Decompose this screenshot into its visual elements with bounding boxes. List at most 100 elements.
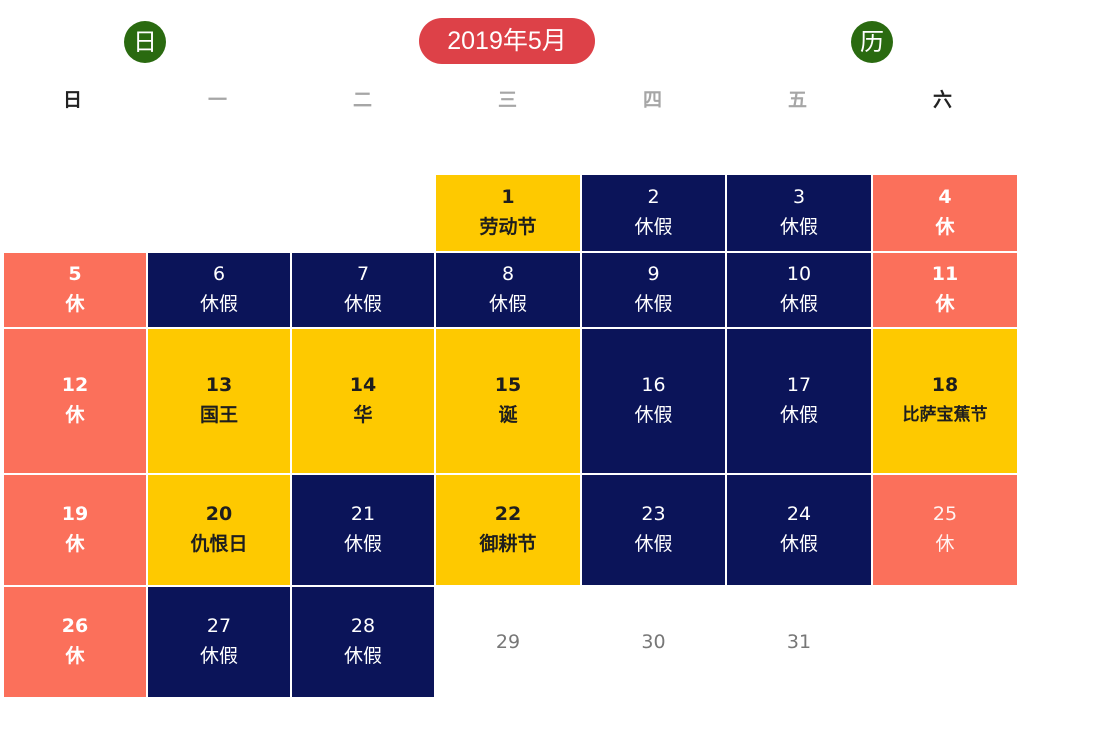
day-cell-11[interactable]: 11 休 [872, 252, 1018, 328]
day-cell-5[interactable]: 5 休 [3, 252, 147, 328]
day-cell-27[interactable]: 27 休假 [147, 586, 291, 698]
day-cell-15[interactable]: 15 诞 [435, 328, 581, 474]
day-label: 休 [935, 216, 955, 238]
weekday-sat: 六 [932, 89, 952, 111]
day-label: 御耕节 [479, 533, 537, 555]
day-cell-19[interactable]: 19 休 [3, 474, 147, 586]
day-number: 16 [641, 374, 666, 396]
day-label: 休 [65, 404, 85, 426]
day-cell-10[interactable]: 10 休假 [726, 252, 872, 328]
day-number: 24 [786, 503, 812, 525]
day-label: 国王 [199, 404, 238, 426]
day-cell-24[interactable]: 24 休假 [726, 474, 872, 586]
day-number: 31 [786, 631, 812, 653]
day-cell-31[interactable]: 31 [726, 586, 872, 698]
day-cell-13[interactable]: 13 国王 [147, 328, 291, 474]
day-cell-9[interactable]: 9 休假 [581, 252, 726, 328]
day-label: 休 [65, 293, 85, 315]
day-label: 休假 [779, 216, 818, 238]
day-label: 休假 [779, 404, 818, 426]
day-number: 18 [931, 374, 959, 396]
day-number: 10 [786, 263, 812, 285]
day-cell-28[interactable]: 28 休假 [291, 586, 435, 698]
day-cell-18[interactable]: 18 比萨宝蕉节 [872, 328, 1018, 474]
day-number: 29 [495, 631, 521, 653]
day-label: 休假 [634, 533, 673, 555]
weekday-sun: 日 [62, 89, 82, 111]
day-number: 13 [205, 374, 233, 396]
left-badge: 日 [124, 21, 166, 63]
day-cell-23[interactable]: 23 休假 [581, 474, 726, 586]
day-cell-21[interactable]: 21 休假 [291, 474, 435, 586]
day-cell-22[interactable]: 22 御耕节 [435, 474, 581, 586]
day-number: 5 [68, 263, 82, 285]
day-cell-4[interactable]: 4 休 [872, 174, 1018, 252]
day-number: 28 [350, 615, 376, 637]
day-number: 17 [786, 374, 812, 396]
day-label: 休假 [343, 293, 382, 315]
day-number: 30 [641, 631, 666, 653]
weekday-mon: 一 [207, 89, 227, 111]
day-number: 21 [350, 503, 376, 525]
day-cell-1[interactable]: 1 劳动节 [435, 174, 581, 252]
weekday-tue: 二 [352, 89, 372, 111]
day-label: 诞 [498, 404, 518, 426]
day-label: 仇恨日 [190, 533, 248, 555]
day-number: 20 [205, 503, 233, 525]
day-number: 12 [61, 374, 89, 396]
day-label: 华 [353, 404, 373, 426]
day-label: 休假 [488, 293, 527, 315]
day-number: 27 [206, 615, 232, 637]
day-cell-16[interactable]: 16 休假 [581, 328, 726, 474]
day-number: 3 [792, 186, 806, 208]
day-number: 6 [212, 263, 226, 285]
day-cell-14[interactable]: 14 华 [291, 328, 435, 474]
day-number: 23 [641, 503, 666, 525]
day-label: 休假 [199, 293, 238, 315]
day-label: 休 [935, 533, 955, 555]
day-number: 22 [494, 503, 522, 525]
day-cell-20[interactable]: 20 仇恨日 [147, 474, 291, 586]
day-label: 休 [935, 293, 955, 315]
day-cell-12[interactable]: 12 休 [3, 328, 147, 474]
day-label: 休假 [343, 533, 382, 555]
day-number: 19 [61, 503, 89, 525]
day-label: 休假 [634, 216, 673, 238]
month-title[interactable]: 2019年5月 [419, 18, 595, 64]
day-label: 休假 [343, 645, 382, 667]
day-number: 1 [501, 186, 515, 208]
day-cell-26[interactable]: 26 休 [3, 586, 147, 698]
day-cell-17[interactable]: 17 休假 [726, 328, 872, 474]
day-cell-30[interactable]: 30 [581, 586, 726, 698]
day-label: 休假 [779, 293, 818, 315]
day-label: 劳动节 [479, 216, 537, 238]
day-number: 2 [647, 186, 660, 208]
day-number: 9 [647, 263, 660, 285]
day-number: 11 [931, 263, 959, 285]
day-cell-6[interactable]: 6 休假 [147, 252, 291, 328]
weekday-wed: 三 [497, 89, 517, 111]
weekday-fri: 五 [787, 89, 807, 111]
day-number: 25 [932, 503, 958, 525]
day-number: 8 [501, 263, 515, 285]
day-label: 休 [65, 645, 85, 667]
day-number: 14 [349, 374, 377, 396]
day-cell-7[interactable]: 7 休假 [291, 252, 435, 328]
day-label: 比萨宝蕉节 [902, 405, 988, 425]
day-cell-8[interactable]: 8 休假 [435, 252, 581, 328]
day-cell-3[interactable]: 3 休假 [726, 174, 872, 252]
day-cell-25[interactable]: 25 休 [872, 474, 1018, 586]
day-label: 休假 [199, 645, 238, 667]
day-number: 26 [61, 615, 89, 637]
right-badge: 历 [851, 21, 893, 63]
day-label: 休假 [634, 404, 673, 426]
day-label: 休假 [634, 293, 673, 315]
day-label: 休假 [779, 533, 818, 555]
day-cell-2[interactable]: 2 休假 [581, 174, 726, 252]
day-cell-29[interactable]: 29 [435, 586, 581, 698]
day-number: 15 [494, 374, 522, 396]
day-label: 休 [65, 533, 85, 555]
calendar-header: 日 2019年5月 历 [0, 0, 1118, 80]
weekday-thu: 四 [642, 89, 662, 111]
day-number: 4 [938, 186, 952, 208]
